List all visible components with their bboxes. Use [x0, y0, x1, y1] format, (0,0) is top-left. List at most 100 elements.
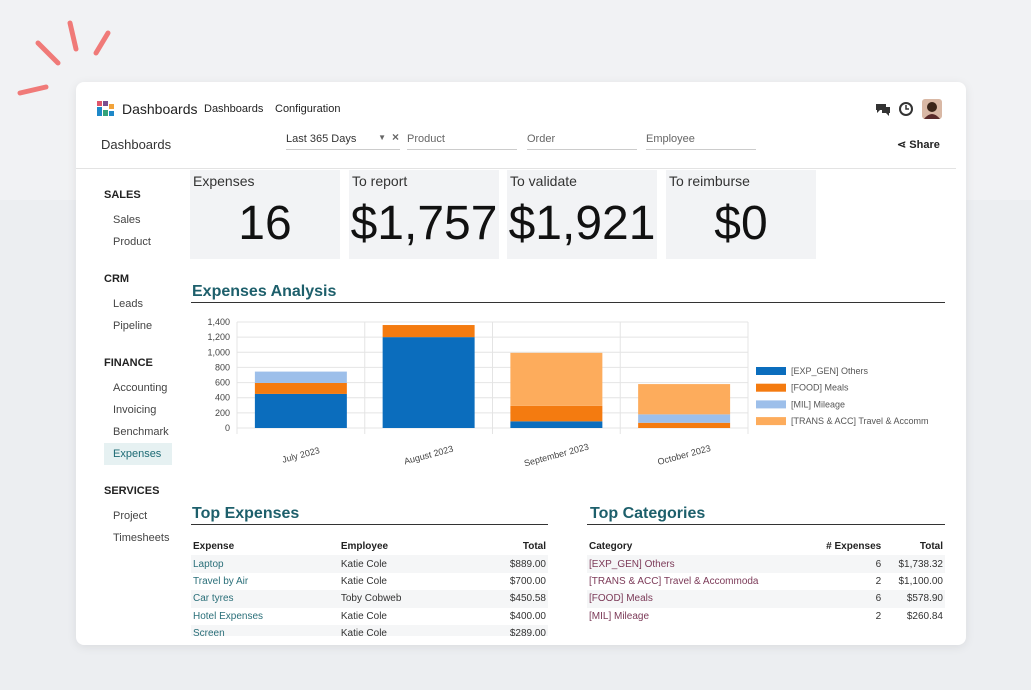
- table-row[interactable]: Car tyres Toby Cobweb $450.58: [191, 590, 548, 608]
- table-row[interactable]: [TRANS & ACC] Travel & Accommoda 2 $1,100.…: [587, 573, 945, 590]
- x-tick-label: September 2023: [523, 442, 590, 469]
- bar-segment: [254, 371, 347, 383]
- column-header: # Expenses: [826, 541, 882, 553]
- table-row[interactable]: [MIL] Mileage 2 $260.84: [587, 608, 945, 625]
- cell: Katie Cole: [340, 610, 387, 622]
- cell: $1,738.32: [883, 555, 945, 573]
- kpi-label: Expenses: [193, 173, 255, 189]
- menu-item[interactable]: Configuration: [275, 103, 341, 115]
- cell: Hotel Expenses: [193, 610, 264, 622]
- header-row: Expense Employee Total: [191, 538, 548, 555]
- cell: $260.84: [906, 610, 943, 622]
- share-button[interactable]: ⋖ Share: [897, 139, 940, 151]
- activity-icon[interactable]: [899, 102, 913, 116]
- caret: ▼: [378, 133, 386, 142]
- kpi-card: Expenses 16: [190, 170, 340, 259]
- cell: Screen: [191, 624, 339, 636]
- kpi-value: $0: [714, 197, 768, 250]
- table-row[interactable]: [FOOD] Meals 6 $578.90: [587, 590, 945, 608]
- legend-label: [FOOD] Meals: [791, 383, 849, 393]
- kpi-label: To report: [352, 173, 408, 189]
- column-header: Employee: [340, 541, 389, 553]
- table-row[interactable]: [EXP_GEN] Others 6 $1,738.32: [587, 555, 945, 573]
- rule: [191, 302, 945, 303]
- sidebar-item[interactable]: Accounting: [113, 382, 168, 394]
- legend-label: [MIL] Mileage: [791, 399, 845, 409]
- sidebar-item[interactable]: Expenses: [104, 443, 172, 465]
- table-row[interactable]: Screen Katie Cole $289.00: [191, 624, 548, 636]
- sidebar-item[interactable]: Timesheets: [113, 532, 170, 544]
- sidebar-section: SERVICES: [104, 485, 160, 497]
- kpi-card: To reimburse $0: [666, 170, 816, 259]
- cell: 2: [875, 575, 882, 587]
- bar-segment: [510, 352, 603, 406]
- sidebar-item[interactable]: Benchmark: [113, 426, 169, 438]
- cell: Laptop: [191, 555, 339, 573]
- cell: Katie Cole: [338, 624, 468, 636]
- header-row: Category # Expenses Total: [587, 538, 945, 555]
- bar-segment: [254, 393, 347, 428]
- top-categories-table: Category # Expenses Total [EXP_GEN] Others 6…: [587, 538, 945, 625]
- legend-label: [EXP_GEN] Others: [791, 366, 869, 376]
- sidebar-item[interactable]: Leads: [113, 298, 143, 310]
- legend-swatch: [756, 417, 786, 426]
- y-tick-label: 1,400: [207, 317, 230, 327]
- filter-input[interactable]: Order: [527, 133, 637, 150]
- app-logo: [97, 101, 114, 116]
- cell: $578.90: [883, 590, 945, 608]
- cell: $889.00: [467, 555, 548, 573]
- column-header: Category: [589, 541, 633, 553]
- bar-segment: [638, 384, 731, 415]
- filter-input[interactable]: Employee: [646, 133, 756, 150]
- sidebar-section: CRM: [104, 273, 130, 285]
- legend-swatch: [756, 400, 786, 409]
- rule: [587, 524, 945, 525]
- cell: [MIL] Mileage: [589, 610, 650, 622]
- sidebar-item[interactable]: Pipeline: [113, 320, 153, 332]
- menu-item[interactable]: Dashboards: [204, 103, 264, 115]
- clear[interactable]: ×: [391, 130, 399, 144]
- filter-input[interactable]: Product: [407, 133, 517, 150]
- sidebar-item[interactable]: Product: [113, 236, 151, 248]
- sidebar-item[interactable]: Sales: [113, 214, 141, 226]
- cell: Katie Cole: [340, 575, 387, 587]
- cell: [FOOD] Meals: [587, 590, 808, 608]
- period-filter[interactable]: Last 365 Days ▼ ×: [286, 130, 400, 150]
- app-name[interactable]: Dashboards: [122, 101, 198, 117]
- x-tick-label: October 2023: [656, 443, 711, 467]
- kpi-value: $1,921: [508, 197, 656, 250]
- bar-segment: [254, 382, 347, 394]
- cell: Travel by Air: [193, 575, 249, 587]
- y-tick-label: 400: [215, 393, 230, 403]
- sidebar-item[interactable]: Project: [113, 510, 148, 522]
- chat-icon[interactable]: [876, 104, 890, 116]
- legend-swatch: [756, 383, 786, 392]
- decoration: [17, 20, 111, 96]
- systray: [876, 99, 942, 119]
- cell: $450.58: [467, 590, 548, 608]
- y-tick-label: 800: [215, 362, 230, 372]
- legend-label: [TRANS & ACC] Travel & Accomm: [791, 416, 929, 426]
- x-tick-label: July 2023: [281, 445, 321, 465]
- cell: $700.00: [509, 575, 546, 587]
- table-row[interactable]: Travel by Air Katie Cole $700.00: [191, 573, 548, 590]
- sidebar-item[interactable]: Invoicing: [113, 404, 157, 416]
- table-row[interactable]: Hotel Expenses Katie Cole $400.00: [191, 608, 548, 625]
- cell: [EXP_GEN] Others: [587, 555, 808, 573]
- divider: [76, 168, 956, 169]
- table-wrap: Expense Employee Total Laptop Katie Cole $889…: [191, 538, 548, 636]
- cell: [TRANS & ACC] Travel & Accommoda: [589, 575, 759, 587]
- table-row[interactable]: Laptop Katie Cole $889.00: [191, 555, 548, 573]
- top-expenses-table: Expense Employee Total Laptop Katie Cole $889…: [191, 538, 548, 636]
- kpi-value: $1,757: [350, 197, 498, 250]
- column-header: Expense: [193, 541, 235, 553]
- y-tick-label: 1,200: [207, 332, 230, 342]
- bar-segment: [382, 337, 475, 428]
- filter-text: Last 365 Days: [286, 133, 357, 145]
- bar-segment: [382, 325, 475, 338]
- x-tick-label: August 2023: [403, 444, 454, 467]
- chart: 0 200 400 600 800 1,000 1,200 1,400 July 2023 Aug…: [207, 317, 929, 469]
- cell: 2: [875, 610, 882, 622]
- y-tick-label: 0: [225, 423, 230, 433]
